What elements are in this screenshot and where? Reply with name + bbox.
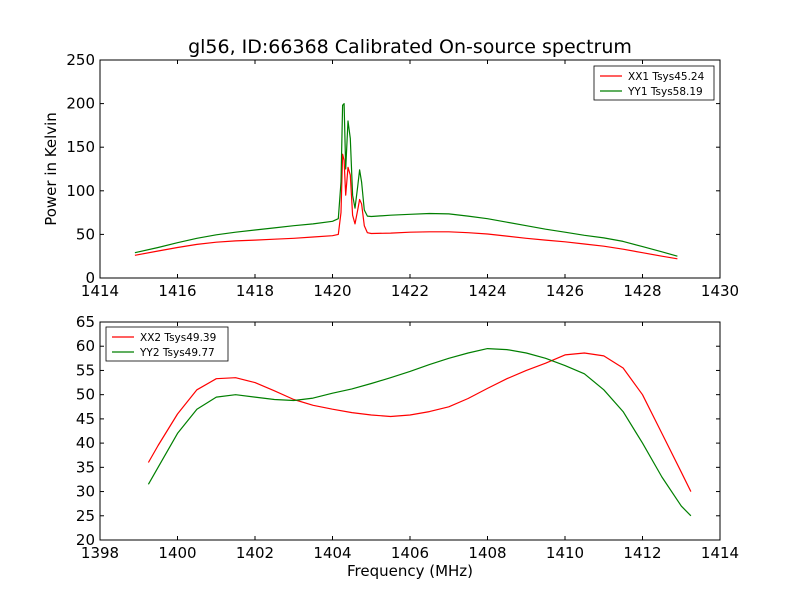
y-tick-label: 30 <box>76 483 95 501</box>
x-tick-label: 1412 <box>623 544 661 562</box>
x-tick-label: 1420 <box>313 282 351 300</box>
legend-label-1: XX1 Tsys45.24 <box>628 71 705 83</box>
x-tick-label: 1398 <box>81 544 119 562</box>
x-axis-label: Frequency (MHz) <box>347 562 473 580</box>
bottom-panel: 1398 1400 1402 1404 1406 1408 1410 1412 1414 20 25… <box>76 313 739 580</box>
legend: XX1 Tsys45.24 YY1 Tsys58.19 <box>593 65 715 101</box>
x-tick-label: 1426 <box>546 282 584 300</box>
y-tick-label: 20 <box>76 531 95 549</box>
y-tick-label: 35 <box>76 458 95 476</box>
series-line-1 <box>134 153 678 260</box>
y-tick-label: 50 <box>76 225 95 243</box>
legend-label-2: YY2 Tsys49.77 <box>139 347 215 359</box>
y-tick-label: 40 <box>76 434 95 452</box>
x-tick-label: 1430 <box>701 282 739 300</box>
x-tick-label: 1414 <box>81 282 119 300</box>
legend: XX2 Tsys49.39 YY2 Tsys49.77 <box>105 326 229 362</box>
legend-box <box>105 326 229 362</box>
x-tick-label: 1416 <box>158 282 196 300</box>
x-tick-label: 1424 <box>468 282 506 300</box>
x-tick-label: 1422 <box>391 282 429 300</box>
y-tick-label: 100 <box>66 182 95 200</box>
x-tick-label: 1408 <box>468 544 506 562</box>
top-panel: 1414 1416 1418 1420 1422 1424 1426 1428 1430 0 50 1… <box>42 51 739 300</box>
series-line-2 <box>147 348 692 517</box>
x-tick-label: 1406 <box>391 544 429 562</box>
x-tick-label: 1410 <box>546 544 584 562</box>
y-tick-label: 150 <box>66 138 95 156</box>
x-tick-label: 1428 <box>623 282 661 300</box>
legend-label-2: YY1 Tsys58.19 <box>627 86 703 98</box>
series-line-2 <box>134 102 678 257</box>
x-tick-label: 1418 <box>236 282 274 300</box>
series-line-1 <box>147 352 692 492</box>
y-tick-label: 65 <box>76 313 95 331</box>
y-axis-label: Power in Kelvin <box>42 112 60 226</box>
y-tick-label: 60 <box>76 337 95 355</box>
chart-title: gl56, ID:66368 Calibrated On-source spec… <box>188 36 632 58</box>
legend-label-1: XX2 Tsys49.39 <box>140 332 216 344</box>
x-tick-label: 1414 <box>701 544 739 562</box>
y-tick-label: 0 <box>85 269 95 287</box>
y-tick-label: 45 <box>76 410 95 428</box>
y-tick-label: 55 <box>76 361 95 379</box>
y-tick-label: 50 <box>76 386 95 404</box>
legend-box <box>593 65 715 101</box>
y-tick-label: 250 <box>66 51 95 69</box>
x-tick-label: 1404 <box>313 544 351 562</box>
x-tick-label: 1400 <box>158 544 196 562</box>
y-tick-label: 200 <box>66 95 95 113</box>
y-tick-label: 25 <box>76 507 95 525</box>
x-tick-label: 1402 <box>236 544 274 562</box>
